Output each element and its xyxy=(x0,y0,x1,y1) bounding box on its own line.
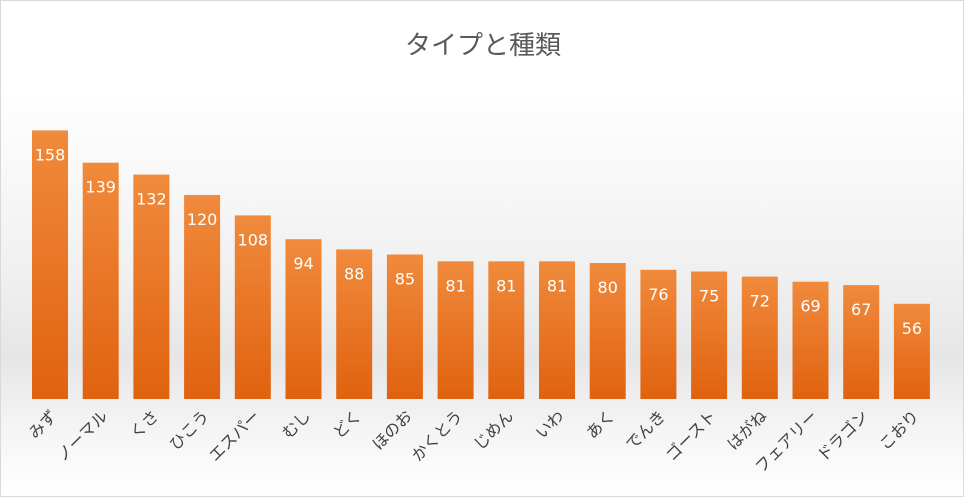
data-label: 132 xyxy=(136,190,167,209)
bar xyxy=(488,261,525,399)
data-labels-group: 158 139 132 120 108 94 88 85 81 81 81 80 76 75 72 69 67 5… xyxy=(35,145,922,337)
bar xyxy=(741,276,778,399)
category-label: あく xyxy=(582,406,618,442)
category-label: いわ xyxy=(532,406,568,442)
data-label: 81 xyxy=(445,276,465,295)
bar xyxy=(640,269,677,399)
bar xyxy=(82,162,119,399)
data-label: 120 xyxy=(187,210,218,229)
category-label: ドラゴン xyxy=(813,406,872,465)
category-label: はがね xyxy=(723,406,770,453)
data-label: 69 xyxy=(800,297,820,316)
bar xyxy=(184,195,221,399)
bar xyxy=(285,239,322,399)
bar xyxy=(133,174,170,399)
category-label: じめん xyxy=(470,406,517,453)
bar xyxy=(386,254,423,399)
category-label: こおり xyxy=(875,406,922,453)
bar xyxy=(336,249,373,399)
bar xyxy=(32,130,68,399)
data-label: 75 xyxy=(699,287,719,306)
bar xyxy=(234,215,271,399)
category-label: みず xyxy=(25,406,61,442)
bar xyxy=(437,261,474,399)
chart-title: タイプと種類 xyxy=(405,31,561,61)
data-label: 85 xyxy=(395,270,415,289)
category-label: ノーマル xyxy=(53,406,112,465)
category-label: ゴースト xyxy=(662,406,720,464)
bar xyxy=(539,261,575,399)
category-label: でんき xyxy=(622,406,669,453)
bars-group xyxy=(32,130,930,399)
category-label: エスパー xyxy=(205,406,264,465)
bar xyxy=(589,263,626,399)
category-label: ほのお xyxy=(368,406,415,453)
data-label: 88 xyxy=(344,264,364,283)
category-label: くさ xyxy=(126,406,162,442)
data-label: 94 xyxy=(293,254,313,273)
bar xyxy=(691,271,728,399)
bar xyxy=(843,285,880,399)
data-label: 76 xyxy=(648,285,668,304)
data-label: 81 xyxy=(547,276,567,295)
data-label: 80 xyxy=(598,278,618,297)
bar xyxy=(893,303,930,399)
category-label: かくとう xyxy=(408,406,467,465)
data-label: 139 xyxy=(85,178,116,197)
data-label: 67 xyxy=(851,300,871,319)
category-label: どく xyxy=(329,406,365,442)
category-label: むし xyxy=(278,406,314,442)
data-label: 81 xyxy=(496,276,516,295)
data-label: 72 xyxy=(750,292,770,311)
data-label: 158 xyxy=(35,145,66,164)
data-label: 56 xyxy=(902,319,922,338)
category-label: ひこう xyxy=(166,406,213,453)
data-label: 108 xyxy=(238,230,269,249)
bar xyxy=(792,281,829,399)
